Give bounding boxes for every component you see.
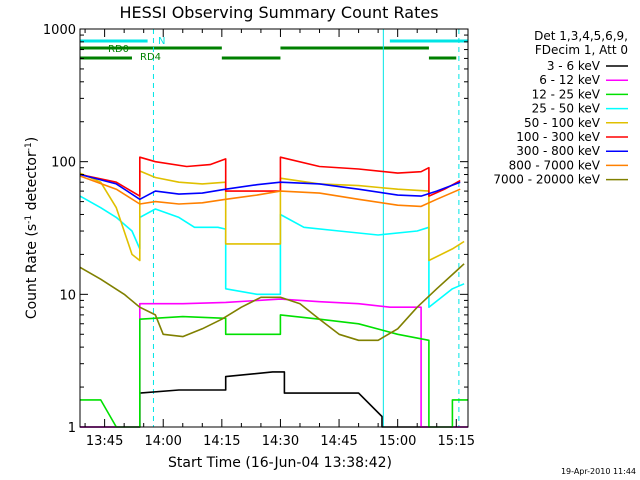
y-tick-label-3: 1000 [43, 23, 76, 38]
y-axis-label-sup-1: -1 [24, 215, 34, 224]
flag-label-n: N [158, 36, 165, 47]
y-axis-label-mid: detector [24, 151, 40, 215]
series-line-6 [79, 173, 461, 201]
series-line-7 [79, 175, 461, 208]
series-line-4 [79, 170, 465, 262]
x-tick-label-6: 15:15 [438, 434, 475, 449]
flag-bars [80, 39, 468, 60]
series-line-3 [79, 195, 465, 309]
series-lines [79, 156, 468, 428]
legend-label-6: 300 - 800 keV [516, 144, 600, 158]
legend-label-8: 7000 - 20000 keV [493, 173, 600, 187]
x-tick-label-0: 13:45 [86, 434, 123, 449]
y-axis-label: Count Rate (s-1 detector-1) [24, 137, 40, 319]
chart-title: HESSI Observing Summary Count Rates [119, 3, 438, 22]
series-line-0 [80, 371, 468, 428]
legend-label-7: 800 - 7000 keV [509, 158, 601, 172]
series-line-1 [80, 298, 468, 428]
legend-label-4: 50 - 100 keV [524, 116, 601, 130]
timestamp-stamp: 19-Apr-2010 11:44 [561, 467, 636, 476]
legend-label-5: 100 - 300 keV [516, 130, 600, 144]
x-tick-label-2: 14:15 [203, 434, 240, 449]
legend-label-2: 12 - 25 keV [532, 87, 601, 101]
y-axis-label-base: Count Rate (s [24, 224, 40, 319]
interval-markers [79, 29, 460, 427]
series-line-2 [80, 314, 468, 428]
legend-header-1: Det 1,3,4,5,6,9, [534, 29, 628, 43]
legend-label-1: 6 - 12 keV [539, 73, 601, 87]
flag-label-rd0: RD0 [108, 44, 129, 55]
x-tick-label-5: 15:00 [379, 434, 416, 449]
flag-label-rd4: RD4 [140, 52, 161, 63]
legend-label-0: 3 - 6 keV [547, 59, 601, 73]
y-axis-label-sup-2: -1 [24, 142, 34, 151]
y-tick-label-1: 10 [59, 288, 76, 303]
x-axis-label: Start Time (16-Jun-04 13:38:42) [168, 455, 392, 471]
series-line-8 [79, 263, 465, 342]
x-tick-label-3: 14:30 [262, 434, 299, 449]
x-tick-label-1: 14:00 [144, 434, 181, 449]
x-tick-label-4: 14:45 [320, 434, 357, 449]
plot-frame [79, 28, 469, 428]
y-tick-label-0: 1 [68, 421, 76, 436]
legend-header-2: FDecim 1, Att 0 [535, 43, 628, 57]
axis-ticks: 13:45 14:00 14:15 14:30 14:45 15:00 15:15 1 10 10… [43, 23, 475, 449]
y-axis-label-end: ) [24, 137, 40, 142]
legend-label-3: 25 - 50 keV [532, 102, 601, 116]
y-tick-label-2: 100 [51, 156, 76, 171]
